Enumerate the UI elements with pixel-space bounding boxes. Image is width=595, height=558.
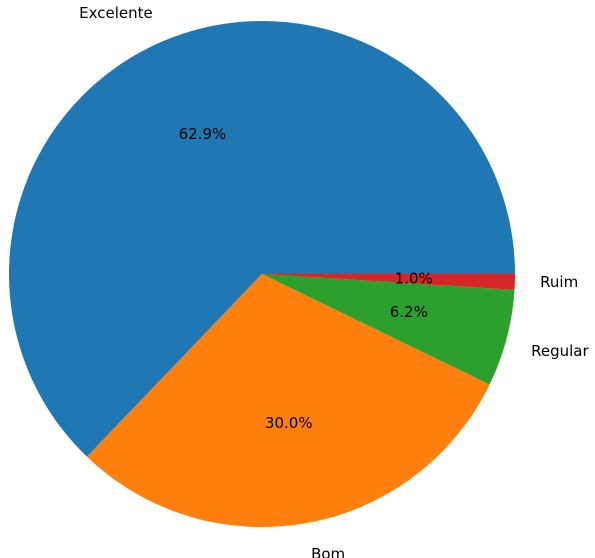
pct-label-excelente: 62.9%	[179, 125, 227, 143]
slice-label-ruim: Ruim	[540, 273, 578, 291]
pct-label-bom: 30.0%	[265, 414, 313, 432]
slice-label-regular: Regular	[531, 342, 589, 360]
pie-labels: Excelente 62.9% Bom 30.0% Regular 6.2% Ruim 1.0…	[79, 4, 589, 558]
slice-label-excelente: Excelente	[79, 4, 153, 22]
pie-slice-regular	[262, 274, 515, 385]
pct-label-ruim: 1.0%	[395, 269, 433, 287]
pie-slice-ruim	[262, 274, 515, 290]
pie-slices	[9, 21, 516, 528]
slice-label-bom: Bom	[311, 545, 345, 558]
pie-slice-bom	[86, 274, 490, 528]
pie-slice-excelente	[9, 21, 516, 457]
pct-label-regular: 6.2%	[390, 303, 428, 321]
